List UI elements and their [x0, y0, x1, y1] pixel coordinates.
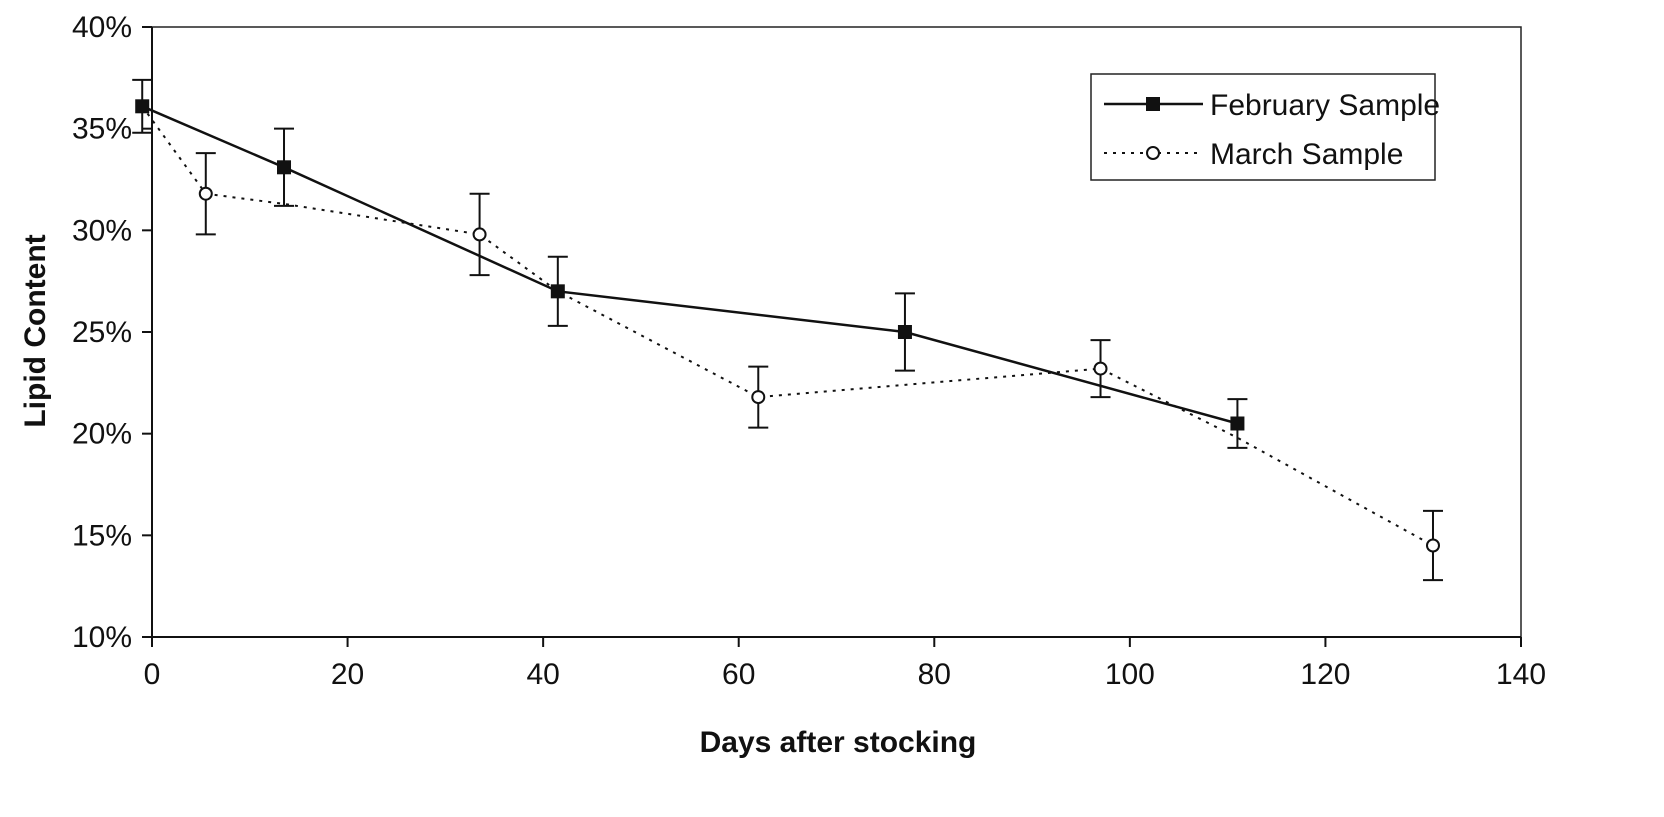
axes-layer [142, 26, 1522, 647]
y-tick-label-1: 15% [72, 519, 132, 552]
x-tick-label-5: 100 [1105, 658, 1155, 691]
legend-march-marker [1146, 146, 1160, 160]
x-tick-label-2: 40 [526, 658, 559, 691]
y-tick-label-6: 40% [72, 11, 132, 44]
legend-box [1090, 73, 1436, 181]
series-march-line [141, 105, 1434, 547]
x-axis-title: Days after stocking [700, 726, 977, 759]
point-february-2 [550, 284, 565, 299]
x-tick-label-1: 20 [331, 658, 364, 691]
point-february-0 [135, 99, 150, 114]
y-tick-label-2: 20% [72, 418, 132, 451]
y-tick-label-3: 25% [72, 316, 132, 349]
legend-february-label: February Sample [1210, 89, 1440, 122]
x-tick-label-3: 60 [722, 658, 755, 691]
y-axis-title: Lipid Content [19, 234, 52, 427]
point-february-4 [1230, 416, 1245, 431]
label-layer: 10% 15% 20% 25% 30% 35% 40% 0 20 40 60 80 100 120 140 [72, 11, 1546, 691]
legend: February Sample March Sample [1090, 73, 1440, 181]
point-march-3 [1093, 361, 1108, 376]
x-tick-label-7: 140 [1496, 658, 1546, 691]
point-march-1 [472, 227, 487, 242]
series-layer [132, 78, 1443, 582]
y-tick-label-0: 10% [72, 621, 132, 654]
x-tick-label-0: 0 [144, 658, 161, 691]
y-tick-label-5: 35% [72, 113, 132, 146]
legend-february-marker [1146, 97, 1160, 111]
legend-march-label: March Sample [1210, 138, 1403, 171]
point-march-4 [1425, 538, 1440, 553]
point-february-3 [897, 325, 912, 339]
y-tick-label-4: 30% [72, 214, 132, 247]
x-tick-label-4: 80 [918, 658, 951, 691]
point-march-0 [198, 186, 213, 201]
series-february-line [141, 105, 1238, 425]
point-february-1 [277, 160, 292, 175]
point-march-2 [751, 390, 766, 405]
x-tick-label-6: 120 [1300, 658, 1350, 691]
